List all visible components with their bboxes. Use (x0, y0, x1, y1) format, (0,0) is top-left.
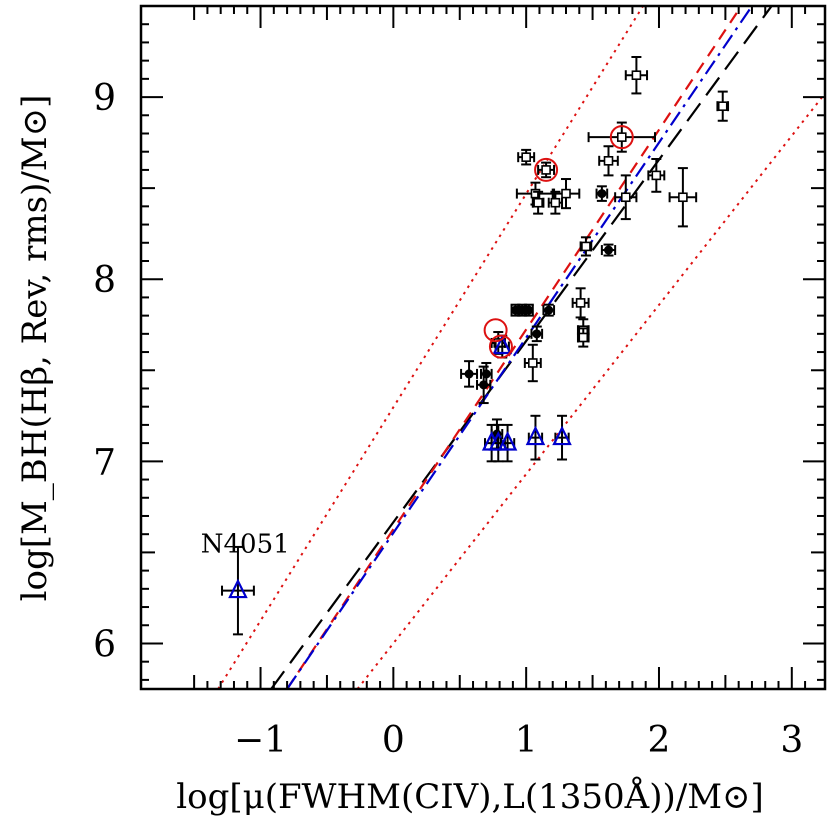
square-marker (678, 192, 688, 203)
point-open-square (517, 148, 536, 166)
circle-marker (597, 189, 607, 199)
point-red-circle-highlight (488, 334, 513, 359)
square-marker (561, 188, 571, 199)
point-red-circle-highlight (534, 157, 559, 182)
point-open-square (571, 287, 590, 319)
point-filled-circle (542, 303, 556, 317)
annotation-label: N4051 (201, 529, 290, 559)
triangle-marker (488, 431, 509, 451)
triangle-marker (497, 431, 518, 451)
point-open-square (647, 157, 666, 193)
highlight-circle (488, 334, 513, 359)
y-tick-label: 8 (93, 260, 116, 301)
triangle-marker (525, 425, 546, 446)
point-open-square (598, 145, 619, 177)
square-marker (603, 156, 614, 166)
fit-line-dash-dot (286, 6, 753, 689)
data-points (221, 55, 730, 636)
triangle-marker (228, 578, 248, 599)
point-filled-circle (530, 325, 544, 343)
circle-marker (524, 305, 534, 315)
highlight-circle (534, 157, 559, 182)
point-open-square (579, 236, 593, 257)
circle-marker (532, 329, 542, 339)
axis-ticks (141, 5, 825, 689)
square-marker (616, 132, 627, 142)
point-open-square (587, 121, 656, 153)
square-marker (631, 70, 642, 81)
square-marker (575, 298, 586, 308)
point-filled-circle (600, 243, 617, 257)
highlight-circle (609, 125, 634, 150)
x-tick-label: −1 (234, 720, 287, 761)
highlight-circle (483, 318, 508, 343)
point-open-square (614, 174, 638, 221)
point-open-square (668, 167, 698, 228)
square-marker (521, 152, 531, 162)
point-filled-circle (460, 360, 479, 388)
square-marker (541, 165, 551, 175)
x-tick-label: 2 (648, 720, 671, 761)
point-open-square (531, 190, 545, 215)
x-tick-label: 3 (780, 720, 803, 761)
point-open-square (576, 327, 590, 348)
square-marker (651, 170, 662, 181)
fit-line-dotted (356, 92, 825, 689)
circle-marker (604, 245, 614, 255)
square-marker (620, 192, 631, 203)
point-filled-circle (476, 365, 492, 405)
fit-lines (217, 6, 825, 689)
point-open-triangle (497, 423, 518, 463)
y-tick-label: 6 (93, 624, 116, 665)
point-red-circle-highlight (483, 318, 508, 343)
square-marker (533, 197, 543, 208)
square-marker (581, 241, 591, 252)
x-tick-label: 0 (382, 720, 405, 761)
x-axis-label: log[μ(FWHM(CIV),L(1350Å))/M⊙] (176, 776, 764, 817)
point-open-triangle (525, 414, 546, 461)
point-open-triangle (221, 545, 255, 636)
triangle-marker (552, 425, 572, 446)
point-open-square (537, 161, 556, 179)
point-open-square (624, 55, 649, 95)
point-filled-circle (523, 303, 534, 317)
tick-labels: −1 0 1 2 3 6 7 8 9 (93, 78, 803, 761)
circle-marker (544, 305, 554, 315)
square-marker (717, 101, 728, 111)
circle-marker (464, 369, 474, 379)
point-filled-circle (595, 185, 609, 202)
y-axis-label: log[M_BH(Hβ, Rev, rms)/M⊙] (15, 95, 55, 602)
point-open-square (547, 190, 564, 215)
triangle-marker (492, 334, 513, 355)
point-red-circle-highlight (609, 125, 634, 150)
square-marker (530, 188, 541, 199)
point-open-square (551, 178, 581, 210)
annotations: N4051 (201, 529, 290, 559)
point-open-triangle (552, 414, 572, 461)
point-open-square (523, 343, 542, 383)
fit-line-dash (286, 6, 743, 689)
point-open-triangle (492, 334, 513, 359)
x-tick-label: 1 (515, 720, 538, 761)
point-open-square (716, 90, 730, 122)
y-tick-label: 9 (93, 78, 116, 119)
square-marker (578, 332, 589, 343)
circle-marker (479, 380, 489, 390)
fit-line-long-dash (270, 6, 773, 689)
square-marker (528, 358, 538, 368)
y-tick-label: 7 (93, 442, 116, 483)
plot-frame (139, 4, 827, 691)
square-marker (550, 197, 561, 208)
